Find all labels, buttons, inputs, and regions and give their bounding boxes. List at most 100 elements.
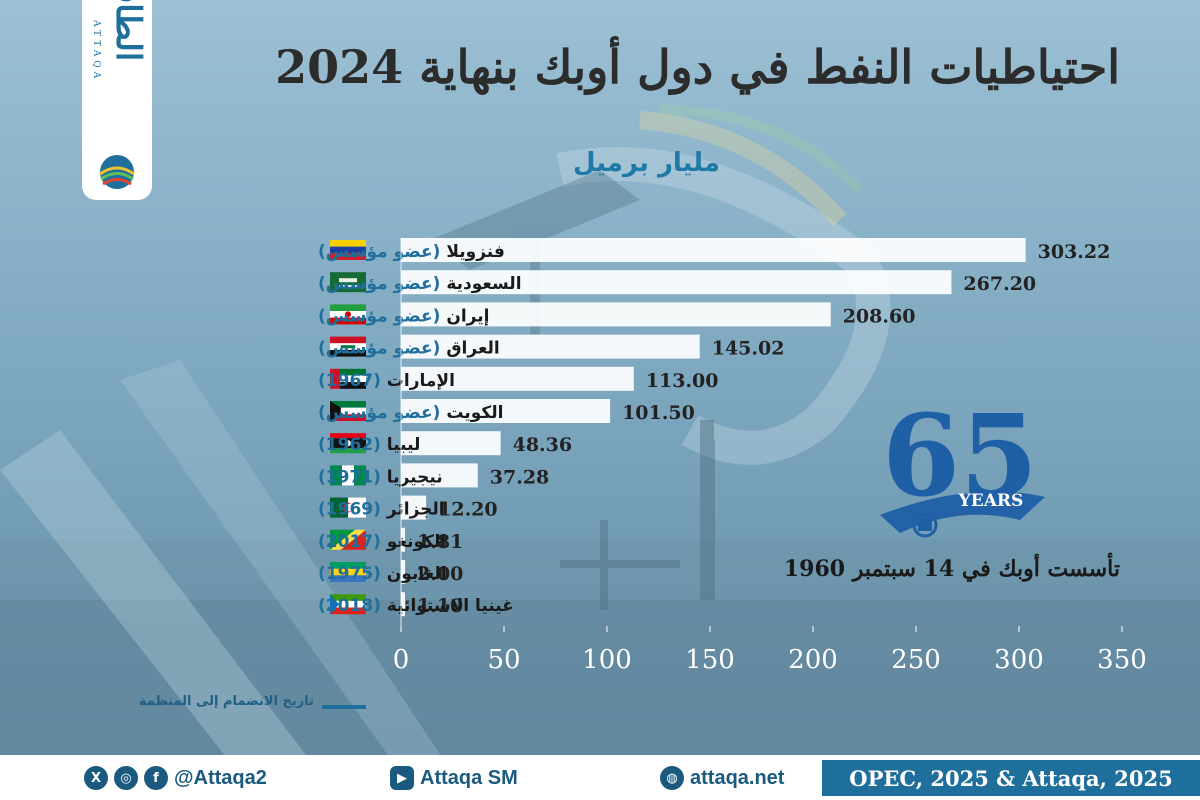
bar-congo bbox=[401, 527, 405, 552]
saudi-arabia-flag-icon bbox=[330, 272, 366, 293]
chart-unit-subtitle: مليار برميل bbox=[573, 148, 720, 178]
country-name: غينيا الاستوائية bbox=[381, 596, 514, 616]
bar-saudi-arabia bbox=[401, 270, 952, 295]
country-label: العراق (عضو مؤسس) bbox=[318, 339, 500, 359]
globe-icon: ◍ bbox=[660, 766, 684, 790]
join-date-tag: (عضو مؤسس) bbox=[318, 306, 440, 326]
bar-value-label: 303.22 bbox=[1038, 241, 1111, 263]
x-icon[interactable]: X bbox=[84, 766, 108, 790]
country-name: نيجيريا bbox=[381, 467, 443, 487]
bar-algeria bbox=[401, 495, 427, 520]
bar-value-label: 1.81 bbox=[417, 531, 463, 553]
opec-65-years-badge: 65 YEARS bbox=[880, 391, 1045, 538]
kuwait-flag-icon bbox=[330, 401, 366, 421]
website-link[interactable]: ◍ attaqa.net bbox=[660, 765, 784, 791]
country-label: الغابون (1975) bbox=[318, 564, 447, 584]
logo-arabic-text: الطاقة bbox=[108, 0, 148, 61]
country-label: الجزائر (1969) bbox=[318, 500, 445, 520]
legend-join-date-text: تاريخ الانضمام إلى المنظمة bbox=[138, 694, 314, 709]
bar-value-label: 101.50 bbox=[622, 402, 695, 424]
badge-years-label: YEARS bbox=[958, 491, 1024, 511]
youtube-icon: ▶ bbox=[390, 766, 414, 790]
iraq-flag-icon bbox=[330, 336, 366, 357]
country-name: الكونغو bbox=[381, 532, 446, 552]
social-handle[interactable]: @Attaqa2 bbox=[174, 766, 267, 789]
country-name: الغابون bbox=[381, 564, 447, 584]
join-date-tag: (1971) bbox=[318, 467, 381, 487]
x-tick-label: 350 bbox=[1097, 645, 1147, 675]
bar-gabon bbox=[401, 560, 406, 584]
x-tick-label: 50 bbox=[487, 645, 520, 675]
youtube-link[interactable]: ▶ Attaqa SM bbox=[390, 765, 518, 791]
country-name: العراق bbox=[440, 339, 499, 359]
iran-flag-icon bbox=[330, 304, 366, 325]
bar-equatorial-guinea bbox=[401, 592, 405, 617]
join-date-tag: (2017) bbox=[318, 532, 381, 552]
logo-mark: الطاقة ATTAQA bbox=[91, 0, 148, 189]
opec-founded-note: تأسست أوبك في 14 سبتمبر 1960 bbox=[783, 556, 1120, 582]
bar-kuwait bbox=[401, 399, 611, 423]
country-name: فنزويلا bbox=[440, 242, 504, 262]
social-links: X ◎ f @Attaqa2 bbox=[84, 765, 267, 791]
country-name: الكويت bbox=[440, 403, 503, 423]
country-name: إيران bbox=[440, 306, 489, 326]
country-label: ليبيا (1962) bbox=[318, 435, 420, 455]
bar-value-label: 1.10 bbox=[417, 595, 463, 617]
nigeria-flag-icon bbox=[330, 465, 366, 486]
country-name: الإمارات bbox=[381, 371, 455, 391]
x-tick-label: 200 bbox=[788, 645, 838, 675]
country-name: السعودية bbox=[440, 274, 521, 294]
source-credit: OPEC, 2025 & Attaqa, 2025 bbox=[822, 760, 1200, 796]
instagram-icon[interactable]: ◎ bbox=[114, 766, 138, 790]
bar-value-label: 113.00 bbox=[646, 370, 719, 392]
bar-value-label: 2.00 bbox=[417, 563, 463, 585]
libya-flag-icon bbox=[330, 433, 366, 454]
join-date-tag: (2018) bbox=[318, 596, 381, 616]
congo-flag-icon bbox=[330, 529, 366, 550]
country-label: إيران (عضو مؤسس) bbox=[318, 306, 489, 326]
attaqa-logo: الطاقة ATTAQA bbox=[82, 0, 152, 200]
join-date-tag: (عضو مؤسس) bbox=[318, 339, 440, 359]
facebook-icon[interactable]: f bbox=[144, 766, 168, 790]
join-date-tag: (1962) bbox=[318, 435, 381, 455]
join-date-tag: (عضو مؤسس) bbox=[318, 242, 440, 262]
bar-libya bbox=[401, 431, 501, 456]
bar-venezuela bbox=[401, 238, 1026, 262]
country-label: الكونغو (2017) bbox=[318, 532, 446, 552]
algeria-flag-icon bbox=[330, 497, 366, 518]
bar-value-label: 145.02 bbox=[712, 338, 785, 360]
venezuela-flag-icon bbox=[330, 240, 366, 260]
bar-value-label: 12.20 bbox=[438, 499, 498, 521]
country-labels-group: فنزويلا (عضو مؤسس)السعودية (عضو مؤسس)إير… bbox=[318, 240, 522, 616]
bar-iran bbox=[401, 302, 831, 327]
x-tick-label: 100 bbox=[582, 645, 632, 675]
country-label: الإمارات (1967) bbox=[318, 371, 455, 391]
join-date-tag: (1969) bbox=[318, 500, 381, 520]
x-tick-label: 250 bbox=[891, 645, 941, 675]
x-tick-label: 300 bbox=[994, 645, 1044, 675]
uae-flag-icon bbox=[330, 368, 366, 389]
legend-line-swatch bbox=[322, 705, 366, 709]
bar-value-label: 267.20 bbox=[963, 273, 1036, 295]
bar-uae bbox=[401, 366, 634, 391]
join-date-tag: (عضو مؤسس) bbox=[318, 274, 440, 294]
opec-emblem-icon bbox=[912, 512, 938, 538]
page-title: احتياطيات النفط في دول أوبك بنهاية 2024 bbox=[275, 40, 1120, 94]
x-axis-group: 0 50 100 150 200 250 300 350 bbox=[393, 238, 1147, 675]
join-date-tag: (1967) bbox=[318, 371, 381, 391]
logo-latin-text: ATTAQA bbox=[91, 19, 101, 82]
bar-value-label: 208.60 bbox=[843, 305, 916, 327]
country-label: نيجيريا (1971) bbox=[318, 467, 443, 487]
country-label: فنزويلا (عضو مؤسس) bbox=[318, 242, 505, 262]
youtube-channel-label: Attaqa SM bbox=[420, 766, 518, 789]
equatorial-guinea-flag-icon bbox=[330, 594, 366, 615]
country-label: غينيا الاستوائية (2018) bbox=[318, 596, 514, 616]
x-tick-label: 150 bbox=[685, 645, 735, 675]
bar-iraq bbox=[401, 334, 700, 359]
join-date-tag: (1975) bbox=[318, 564, 381, 584]
join-date-tag: (عضو مؤسس) bbox=[318, 403, 440, 423]
